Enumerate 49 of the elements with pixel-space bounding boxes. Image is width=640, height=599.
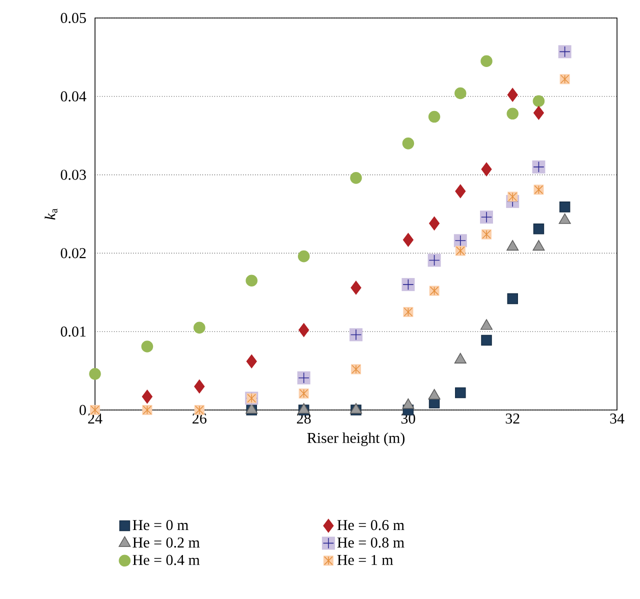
point: [350, 280, 362, 295]
y-tick-label: 0.04: [60, 91, 86, 102]
point: [480, 319, 493, 330]
point: [455, 184, 466, 198]
point: [141, 340, 154, 352]
legend-label: He = 0 m: [132, 520, 188, 530]
y-tick-label: 0.02: [60, 248, 86, 258]
point: [533, 106, 544, 120]
point: [559, 202, 570, 212]
point: [481, 334, 492, 346]
point: [402, 398, 414, 409]
point: [350, 172, 362, 184]
legend-label: He = 0.8 m: [337, 537, 404, 548]
point: [246, 274, 258, 287]
x-tick-label: 34: [610, 414, 624, 424]
point: [428, 110, 440, 123]
point: [507, 293, 518, 304]
point: [532, 240, 545, 251]
point: [402, 138, 414, 150]
y-axis-title: k$_{a}$: [44, 208, 58, 220]
y-tick-label: 0.01: [60, 326, 86, 337]
legend-label: He = 0.2 m: [132, 537, 200, 548]
legend-label: He = 0.4 m: [132, 554, 200, 566]
point: [194, 380, 205, 394]
point: [506, 240, 519, 251]
point: [402, 232, 414, 247]
point: [481, 162, 492, 176]
y-tick-label: 0.03: [60, 170, 86, 180]
y-tick-label: 0.05: [60, 12, 86, 24]
point: [429, 216, 440, 230]
point: [246, 354, 257, 368]
point: [194, 322, 206, 334]
point: [480, 55, 492, 68]
x-axis-title: Riser height (m): [307, 432, 405, 446]
point: [533, 223, 544, 234]
y-tick-label: 0: [80, 404, 86, 416]
point: [298, 323, 310, 337]
point: [298, 250, 310, 262]
point: [532, 95, 545, 107]
legend-label: He = 1 m: [337, 554, 394, 566]
point: [455, 387, 466, 398]
point: [428, 388, 440, 400]
legend-label: He = 0.6 m: [337, 520, 404, 530]
point: [506, 108, 519, 120]
x-tick-label: 32: [506, 414, 520, 424]
point: [454, 87, 466, 100]
point: [89, 368, 101, 380]
point: [142, 390, 152, 404]
point: [507, 88, 518, 102]
